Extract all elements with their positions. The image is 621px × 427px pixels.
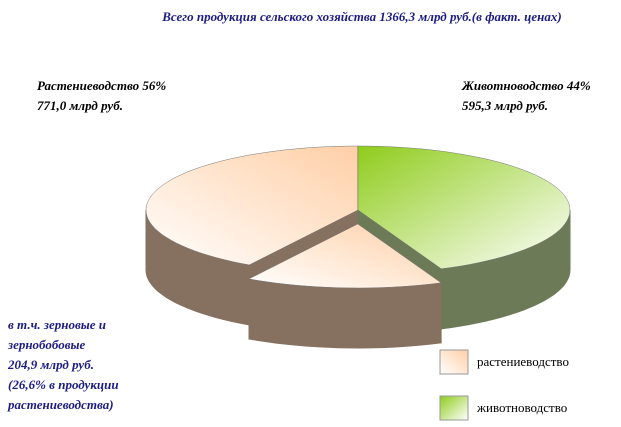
annotation: (26,6% в продукции [8, 377, 119, 392]
slice-label: Животноводство 44% [461, 78, 591, 93]
annotation: 204,9 млрд руб. [7, 357, 94, 372]
slice-top [357, 145, 571, 270]
annotation: растениеводства) [7, 397, 114, 412]
legend-swatch [439, 395, 469, 421]
annotation: зернобобовые [7, 337, 86, 352]
legend-swatch [439, 349, 469, 375]
slice-top [145, 145, 359, 266]
legend-label: животноводство [476, 400, 567, 415]
slice-top [248, 223, 442, 289]
slice-label: 771,0 млрд руб. [37, 98, 123, 113]
chart-title: Всего продукция сельского хозяйства 1366… [161, 9, 561, 24]
slice-label: 595,3 млрд руб. [462, 98, 548, 113]
slice-side [248, 278, 442, 349]
slice-label: Растениеводство 56% [37, 78, 166, 93]
annotation: в т.ч. зерновые и [8, 317, 106, 332]
legend-label: растениеводство [477, 354, 569, 369]
